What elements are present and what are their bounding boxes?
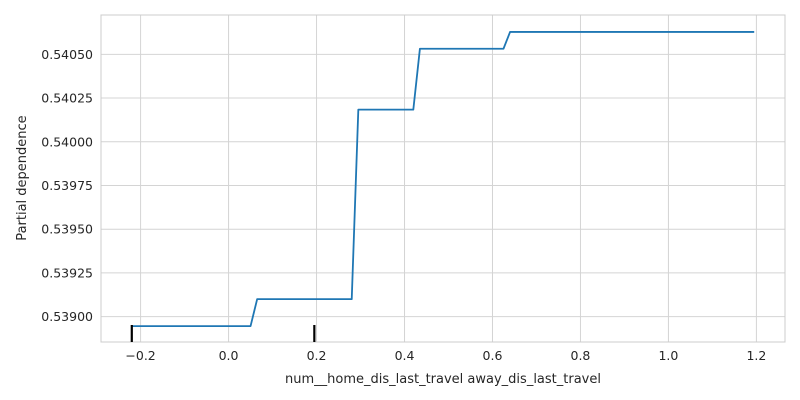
- x-axis-label: num__home_dis_last_travel away_dis_last_…: [285, 372, 601, 387]
- y-tick-label: 0.53900: [41, 309, 93, 324]
- tick-labels: −0.2 0.0 0.2 0.4 0.6 0.8 1.0 1.2 0.53900 0.53925 0…: [41, 47, 766, 363]
- grid-layer: [101, 15, 785, 342]
- y-tick-label: 0.53975: [41, 178, 93, 193]
- x-tick-label: −0.2: [125, 348, 155, 363]
- x-tick-label: 1.0: [658, 348, 678, 363]
- y-tick-label: 0.54000: [41, 134, 93, 149]
- y-tick-label: 0.53950: [41, 222, 93, 237]
- x-tick-label: 0.0: [219, 348, 239, 363]
- partial-dependence-line: [131, 31, 755, 327]
- axes-frame: [100, 14, 786, 343]
- x-tick-label: 0.6: [483, 348, 503, 363]
- x-tick-label: 0.8: [571, 348, 591, 363]
- x-tick-label: 1.2: [746, 348, 766, 363]
- plot-area-border: [100, 14, 786, 343]
- x-tick-label: 0.4: [395, 348, 415, 363]
- data-layer: [130, 31, 755, 342]
- y-tick-label: 0.54025: [41, 91, 93, 106]
- y-tick-label: 0.54050: [41, 47, 93, 62]
- y-tick-label: 0.53925: [41, 265, 93, 280]
- y-axis-label: Partial dependence: [15, 115, 30, 240]
- x-tick-label: 0.2: [307, 348, 327, 363]
